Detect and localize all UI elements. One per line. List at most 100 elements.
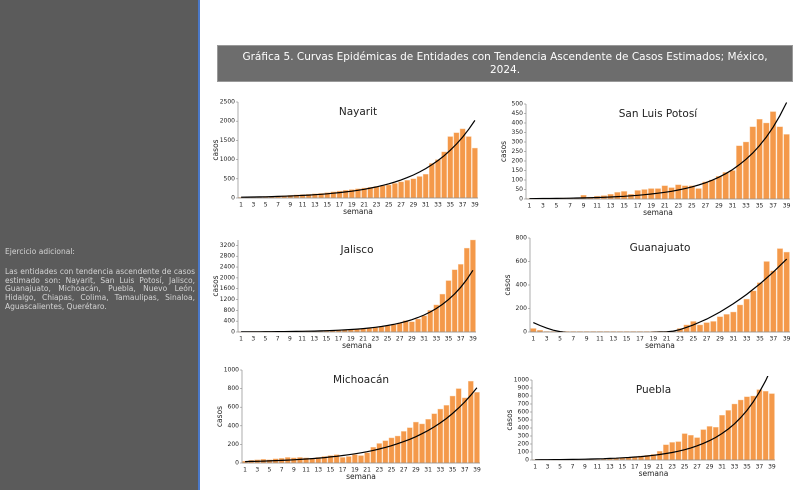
chart-title: Nayarit: [339, 106, 377, 118]
x-tick-label: 39: [469, 336, 477, 343]
bar: [358, 455, 364, 464]
x-tick-label: 13: [310, 336, 318, 343]
x-tick-label: 5: [558, 464, 562, 471]
x-tick-label: 5: [264, 202, 268, 209]
x-tick-label: 17: [335, 336, 343, 343]
bar: [697, 324, 704, 333]
y-tick-label: 0: [231, 329, 235, 336]
y-tick-label: 600: [518, 409, 530, 416]
x-tick-label: 27: [397, 202, 405, 209]
bar: [717, 316, 724, 333]
x-tick-label: 35: [445, 336, 453, 343]
y-tick-label: 600: [516, 258, 528, 265]
x-tick-label: 19: [348, 202, 356, 209]
bar: [723, 314, 730, 333]
x-tick-label: 21: [359, 336, 367, 343]
bar: [742, 141, 750, 200]
x-tick-label: 21: [663, 336, 671, 343]
x-tick-label: 15: [623, 336, 631, 343]
x-tick-label: 39: [783, 203, 791, 210]
x-tick-label: 35: [756, 336, 764, 343]
bar: [465, 136, 472, 199]
x-tick-label: 35: [756, 203, 764, 210]
x-tick-label: 11: [594, 464, 602, 471]
bar: [776, 126, 783, 200]
x-tick-label: 21: [360, 202, 368, 209]
y-tick-label: 2500: [220, 99, 235, 106]
bar: [410, 178, 417, 199]
y-tick-label: 500: [518, 417, 530, 424]
x-tick-label: 17: [336, 202, 344, 209]
bar: [390, 324, 397, 333]
y-axis-label: casos: [211, 275, 220, 296]
x-tick-label: 25: [690, 336, 698, 343]
y-tick-label: 150: [512, 167, 524, 174]
bar: [725, 410, 732, 461]
x-tick-label: 29: [715, 203, 723, 210]
bar: [706, 426, 713, 461]
bar: [415, 318, 421, 333]
bar: [756, 389, 763, 461]
y-tick-label: 3200: [220, 242, 235, 249]
x-tick-label: 31: [718, 464, 726, 471]
y-tick-label: 400: [516, 282, 528, 289]
sidebar-title: Ejercicio adicional:: [5, 247, 75, 256]
bar: [763, 261, 770, 333]
bar: [364, 452, 370, 464]
x-tick-label: 35: [743, 464, 751, 471]
bar: [702, 181, 709, 200]
bar: [352, 454, 358, 464]
x-tick-label: 7: [280, 467, 284, 474]
y-tick-label: 450: [512, 110, 524, 117]
x-tick-label: 19: [650, 336, 658, 343]
x-tick-label: 21: [363, 467, 371, 474]
trend-line: [241, 120, 476, 198]
sidebar: Ejercicio adicional: Las entidades con t…: [0, 0, 200, 490]
y-axis-label: casos: [499, 141, 508, 162]
bar: [427, 310, 433, 333]
bar: [425, 419, 431, 464]
x-tick-label: 7: [276, 336, 280, 343]
bar: [756, 118, 763, 200]
x-tick-label: 3: [251, 336, 255, 343]
bar: [429, 163, 435, 199]
bar: [749, 126, 756, 200]
x-tick-label: 17: [634, 203, 642, 210]
y-tick-label: 500: [224, 175, 236, 182]
x-tick-label: 25: [388, 467, 396, 474]
bar: [366, 328, 372, 333]
x-tick-label: 1: [533, 464, 537, 471]
bar: [744, 396, 750, 461]
trend-line: [245, 387, 478, 463]
trend-line: [533, 258, 788, 332]
x-tick-label: 13: [314, 467, 322, 474]
bar: [422, 173, 429, 199]
x-tick-label: 15: [323, 202, 331, 209]
bar: [451, 269, 458, 333]
y-tick-label: 2000: [220, 118, 235, 125]
bar: [443, 405, 450, 464]
x-tick-label: 33: [742, 203, 750, 210]
bar: [762, 391, 769, 461]
x-tick-label: 25: [385, 202, 393, 209]
x-tick-label: 9: [288, 336, 292, 343]
x-tick-label: 39: [783, 336, 791, 343]
bar: [695, 188, 702, 200]
bar: [388, 437, 395, 464]
bar: [449, 395, 456, 464]
bar: [376, 443, 383, 464]
bar: [737, 304, 744, 333]
bar: [621, 191, 628, 200]
bar: [474, 392, 480, 464]
x-tick-label: 13: [607, 203, 615, 210]
bar: [719, 415, 725, 461]
x-tick-label: 27: [702, 203, 710, 210]
y-tick-label: 0: [231, 195, 235, 202]
chart-title: San Luis Potosí: [619, 108, 699, 120]
bar: [384, 325, 391, 333]
x-tick-label: 15: [327, 467, 335, 474]
y-tick-label: 300: [512, 139, 524, 146]
x-tick-label: 9: [585, 336, 589, 343]
x-tick-label: 9: [582, 203, 586, 210]
